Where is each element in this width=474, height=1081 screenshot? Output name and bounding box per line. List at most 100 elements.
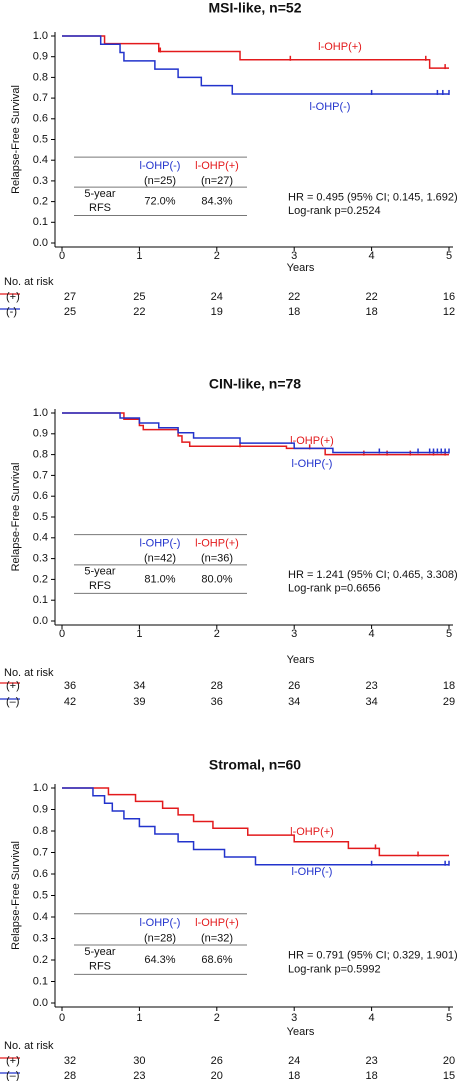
y-tick-label: 0.8 [33, 825, 48, 837]
y-tick-label: 0.4 [33, 532, 48, 544]
table-header: l-OHP(-) [140, 538, 181, 550]
table-rfs: 68.6% [201, 954, 232, 966]
table-n: (n=32) [201, 932, 233, 944]
risk-count: 26 [211, 1055, 223, 1067]
y-tick-label: 0.3 [33, 175, 48, 187]
y-tick-label: 0.4 [33, 154, 48, 166]
x-tick-label: 0 [59, 628, 65, 640]
risk-title: No. at risk [4, 667, 54, 679]
x-tick-label: 0 [59, 250, 65, 262]
risk-count: 18 [288, 1070, 300, 1081]
table-row-label: 5-year [84, 188, 116, 200]
risk-count: 27 [64, 291, 76, 303]
chart-title: Stromal, n=60 [209, 757, 301, 773]
risk-count: 15 [443, 1070, 455, 1081]
table-n: (n=25) [144, 175, 176, 187]
table-row-label: RFS [89, 580, 111, 592]
risk-count: 18 [365, 306, 377, 318]
risk-count: 28 [64, 1070, 76, 1081]
risk-count: 22 [288, 291, 300, 303]
curve-label: l-OHP(+) [290, 826, 334, 838]
x-axis-label: Years [287, 1026, 315, 1038]
risk-title: No. at risk [4, 1040, 54, 1052]
risk-count: 25 [133, 291, 145, 303]
y-axis-label: Relapse-Free Survival [10, 463, 22, 572]
curve-label: l-OHP(+) [290, 435, 334, 447]
table-n: (n=27) [201, 175, 233, 187]
x-tick-label: 3 [291, 1012, 297, 1024]
y-tick-label: 0.2 [33, 196, 48, 208]
x-tick-label: 2 [214, 628, 220, 640]
y-tick-label: 0.4 [33, 911, 48, 923]
risk-count: 39 [133, 696, 145, 708]
risk-count: 23 [133, 1070, 145, 1081]
risk-count: 23 [365, 1055, 377, 1067]
table-n: (n=36) [201, 553, 233, 565]
table-header: l-OHP(+) [195, 538, 239, 550]
y-tick-label: 0.8 [33, 71, 48, 83]
table-row-label: 5-year [84, 566, 116, 578]
risk-row-label: (-) [6, 306, 17, 318]
survival-curve [62, 35, 449, 69]
risk-count: 20 [443, 1055, 455, 1067]
x-tick-label: 1 [136, 1012, 142, 1024]
risk-count: 36 [211, 696, 223, 708]
x-tick-label: 0 [59, 1012, 65, 1024]
y-tick-label: 0.5 [33, 133, 48, 145]
risk-count: 26 [288, 680, 300, 692]
survival-curve [62, 35, 449, 95]
chart-title: MSI-like, n=52 [209, 0, 302, 16]
table-header: l-OHP(+) [195, 917, 239, 929]
x-tick-label: 3 [291, 628, 297, 640]
hr-text: HR = 0.495 (95% CI; 0.145, 1.692) [288, 191, 458, 203]
risk-count: 29 [443, 696, 455, 708]
y-tick-label: 0.9 [33, 428, 48, 440]
y-tick-label: 0.0 [33, 997, 48, 1009]
x-tick-label: 5 [446, 1012, 452, 1024]
table-row-label: 5-year [84, 946, 116, 958]
table-header: l-OHP(+) [195, 160, 239, 172]
logrank-text: Log-rank p=0.2524 [288, 205, 381, 217]
risk-count: 18 [365, 1070, 377, 1081]
curve-label: l-OHP(-) [292, 866, 333, 878]
y-tick-label: 0.8 [33, 449, 48, 461]
risk-count: 19 [211, 306, 223, 318]
curve-label: l-OHP(-) [292, 458, 333, 470]
logrank-text: Log-rank p=0.5992 [288, 964, 381, 976]
y-tick-label: 1.0 [33, 30, 48, 42]
risk-row-label: (–) [6, 1070, 19, 1081]
risk-count: 30 [133, 1055, 145, 1067]
risk-count: 24 [288, 1055, 300, 1067]
y-tick-label: 0.2 [33, 954, 48, 966]
table-row-label: RFS [89, 202, 111, 214]
risk-row-label: (+) [6, 291, 20, 303]
risk-count: 23 [365, 680, 377, 692]
curve-label: l-OHP(-) [310, 101, 351, 113]
x-axis-label: Years [287, 654, 315, 666]
risk-count: 25 [64, 306, 76, 318]
risk-row-label: (+) [6, 680, 20, 692]
curve-label: l-OHP(+) [318, 41, 362, 53]
y-tick-label: 0.9 [33, 803, 48, 815]
risk-count: 18 [443, 680, 455, 692]
y-tick-label: 0.2 [33, 573, 48, 585]
hr-text: HR = 0.791 (95% CI; 0.329, 1.901) [288, 950, 458, 962]
y-tick-label: 0.7 [33, 92, 48, 104]
table-n: (n=42) [144, 553, 176, 565]
x-axis-label: Years [287, 262, 315, 274]
x-tick-label: 3 [291, 250, 297, 262]
y-tick-label: 1.0 [33, 782, 48, 794]
y-tick-label: 1.0 [33, 407, 48, 419]
y-tick-label: 0.7 [33, 846, 48, 858]
risk-count: 32 [64, 1055, 76, 1067]
risk-count: 22 [133, 306, 145, 318]
y-tick-label: 0.3 [33, 553, 48, 565]
logrank-text: Log-rank p=0.6656 [288, 583, 381, 595]
risk-count: 16 [443, 291, 455, 303]
y-tick-label: 0.7 [33, 469, 48, 481]
y-tick-label: 0.9 [33, 51, 48, 63]
table-n: (n=28) [144, 932, 176, 944]
y-tick-label: 0.6 [33, 868, 48, 880]
risk-count: 34 [288, 696, 300, 708]
